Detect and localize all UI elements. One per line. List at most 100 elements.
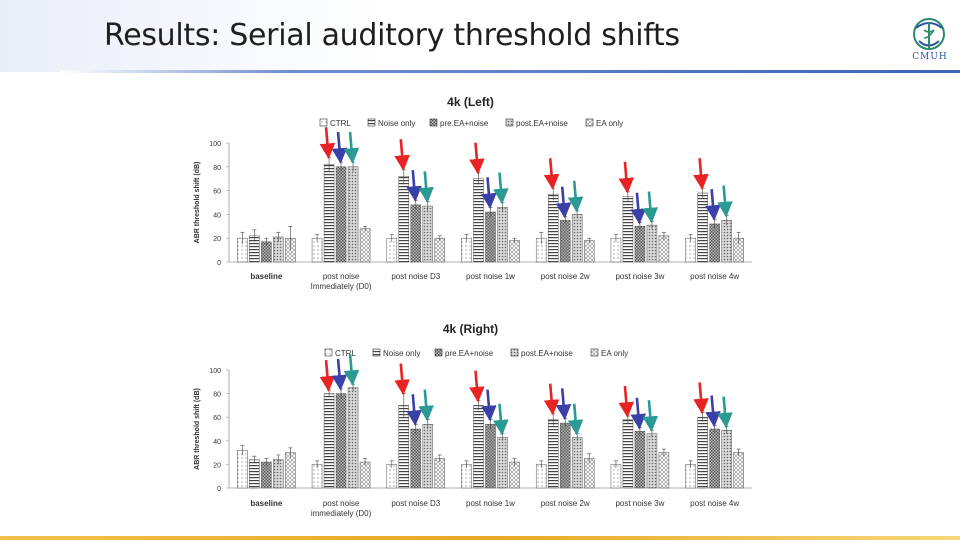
bar [697, 416, 708, 489]
legend-swatch [585, 118, 594, 127]
bar [497, 207, 508, 263]
chart-title: 4k (Left) [447, 95, 494, 109]
annotation-arrow [343, 131, 360, 164]
bottom-accent-line [0, 536, 960, 540]
y-tick-label: 20 [213, 236, 221, 243]
slide-title: Results: Serial auditory threshold shift… [104, 18, 680, 53]
bar [434, 237, 446, 263]
bar [473, 405, 484, 489]
legend-label: post.EA+noise [516, 119, 568, 128]
x-tick-label: Immediately (D0) [311, 282, 372, 291]
chart-title: 4k (Right) [443, 322, 498, 336]
annotation-arrow [493, 403, 509, 436]
annotation-arrow [567, 403, 584, 436]
bar [347, 387, 359, 489]
bar [547, 419, 559, 489]
bar [509, 240, 520, 263]
annotation-arrow [493, 172, 509, 205]
y-tick-label: 80 [213, 165, 221, 172]
bar [559, 422, 571, 489]
bar [571, 437, 583, 489]
annotation-arrow [717, 396, 733, 429]
y-tick-label: 80 [213, 392, 221, 399]
bar [398, 176, 410, 263]
bar [559, 220, 571, 263]
annotation-arrow [618, 161, 635, 194]
bar [473, 178, 484, 263]
annotation-arrow [343, 354, 360, 386]
bar [634, 431, 646, 489]
header-bar [0, 0, 960, 72]
bar [422, 424, 434, 489]
y-tick-label: 60 [213, 189, 221, 196]
x-tick-label: baseline [250, 499, 283, 508]
bar [261, 461, 272, 489]
annotation-arrow [406, 394, 422, 427]
bar [398, 405, 410, 489]
y-tick-label: 40 [213, 439, 221, 446]
x-tick-label: post noise 3w [615, 272, 664, 281]
x-tick-label: post noise D3 [391, 499, 440, 508]
annotation-arrow [418, 389, 434, 422]
annotation-arrow [642, 191, 659, 224]
legend-swatch [367, 118, 376, 127]
bar [335, 166, 347, 263]
bar [434, 458, 446, 489]
legend-label: pre.EA+noise [440, 119, 489, 128]
annotation-arrow [717, 185, 733, 218]
legend-swatch [590, 348, 599, 357]
bar [485, 424, 496, 489]
y-tick-label: 0 [217, 486, 221, 493]
legend-label: Noise only [383, 349, 420, 358]
bar [658, 452, 670, 489]
x-tick-label: post noise 2w [541, 499, 590, 508]
legend-label: pre.EA+noise [445, 349, 494, 358]
legend-swatch [319, 118, 328, 127]
bar [697, 192, 708, 263]
legend-swatch [510, 348, 519, 357]
annotation-arrow [394, 363, 410, 396]
x-tick-label: immediately (D0) [311, 509, 372, 518]
x-tick-label: post noise D3 [391, 272, 440, 281]
bar [323, 393, 335, 489]
annotation-arrow [693, 382, 709, 415]
bar [335, 393, 347, 489]
annotation-arrow [555, 186, 572, 219]
legend-swatch [372, 348, 381, 357]
bar [359, 461, 371, 489]
legend-label: CTRL [335, 349, 356, 358]
legend-swatch [429, 118, 438, 127]
hospital-logo-icon [913, 18, 945, 50]
x-tick-label: post noise 4w [690, 499, 739, 508]
legend-label: EA only [601, 349, 628, 358]
legend-label: Noise only [378, 119, 415, 128]
x-tick-label: baseline [250, 272, 283, 281]
bar [509, 461, 520, 489]
annotation-arrow [481, 177, 497, 210]
y-tick-label: 0 [217, 260, 221, 267]
bar [410, 204, 422, 263]
bar [646, 224, 658, 263]
annotation-arrow [555, 388, 572, 421]
y-tick-label: 100 [209, 368, 221, 375]
bar [249, 459, 260, 489]
annotation-arrow [642, 400, 659, 432]
bar [733, 452, 744, 489]
x-tick-label: post noise 1w [466, 499, 515, 508]
annotation-arrow [469, 142, 485, 175]
bar [547, 193, 559, 263]
annotation-arrow [630, 192, 647, 225]
legend-swatch [324, 348, 333, 357]
header-divider [60, 70, 960, 73]
bar [485, 211, 496, 263]
bar [721, 220, 732, 263]
bar [646, 433, 658, 489]
bar [658, 235, 670, 263]
annotation-arrow [469, 370, 485, 403]
x-tick-label: post noise 4w [690, 272, 739, 281]
annotation-arrow [618, 385, 635, 418]
annotation-arrow [394, 139, 410, 171]
annotation-arrow [319, 359, 336, 392]
bar [571, 214, 583, 263]
